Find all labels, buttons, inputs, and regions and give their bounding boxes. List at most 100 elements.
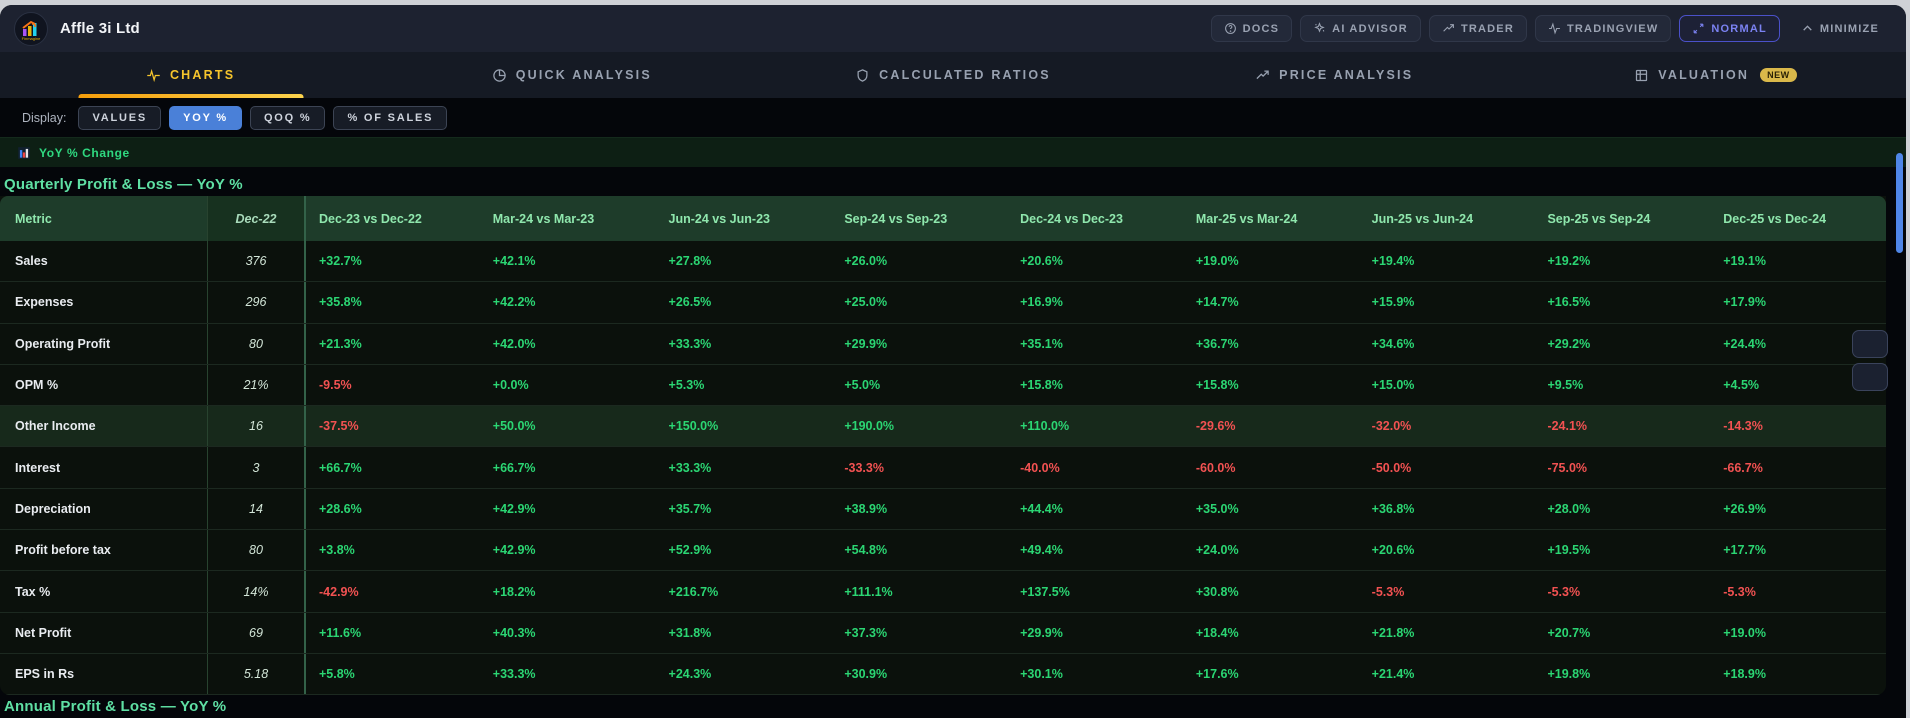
change-cell: +28.0%: [1547, 501, 1591, 516]
display-option-pct-of-sales[interactable]: % OF SALES: [333, 105, 448, 130]
table-row[interactable]: Interest 3 +66.7% +66.7% +33.3% -33.3% -40.0% -…: [0, 447, 1886, 489]
metric-cell: OPM %: [15, 378, 59, 393]
header-actions: DOCS AI ADVISOR TRADER TRADINGVIEW NORMA…: [1210, 15, 1892, 42]
table-row[interactable]: EPS in Rs 5.18 +5.8% +33.3% +24.3% +30.9% +30.…: [0, 653, 1886, 696]
change-cell: +42.9%: [492, 543, 536, 558]
change-cell: +29.9%: [844, 336, 888, 351]
display-option-values[interactable]: VALUES: [78, 105, 162, 130]
table-row[interactable]: Other Income 16 -37.5% +50.0% +150.0% +190.0%…: [0, 406, 1886, 448]
change-cell: -66.7%: [1723, 460, 1763, 475]
vertical-scrollbar-thumb[interactable]: [1896, 153, 1903, 253]
change-cell: +19.2%: [1547, 254, 1591, 269]
change-cell: +36.7%: [1195, 336, 1239, 351]
side-panel-button-1[interactable]: [1852, 330, 1888, 358]
column-header: Sep-25 vs Sep-24: [1547, 211, 1651, 226]
base-value-cell: 80: [207, 323, 304, 364]
change-cell: -5.3%: [1547, 584, 1581, 599]
trader-button[interactable]: TRADER: [1428, 15, 1527, 42]
sparkles-icon: [1314, 22, 1325, 33]
change-cell: -9.5%: [304, 364, 480, 406]
change-cell: +150.0%: [668, 419, 719, 434]
change-cell: +16.5%: [1547, 295, 1591, 310]
quarterly-section-title: Quarterly Profit & Loss — YoY %: [0, 167, 1906, 196]
change-cell: +31.8%: [668, 625, 712, 640]
activity-icon: [1549, 22, 1560, 35]
change-cell: +33.3%: [492, 667, 536, 682]
change-cell: +190.0%: [844, 419, 895, 434]
change-cell: -5.3%: [1371, 584, 1405, 599]
metric-cell: Profit before tax: [15, 543, 111, 558]
table-row[interactable]: OPM % 21% -9.5% +0.0% +5.3% +5.0% +15.8% +15.8%…: [0, 364, 1886, 407]
minimize-button[interactable]: MINIMIZE: [1788, 15, 1892, 42]
tab-valuation[interactable]: VALUATION NEW: [1525, 52, 1906, 98]
change-cell: +26.5%: [668, 295, 712, 310]
change-cell: +50.0%: [492, 419, 536, 434]
change-cell: +26.0%: [844, 254, 888, 269]
metric-cell: Operating Profit: [15, 336, 111, 351]
change-cell: +28.6%: [304, 488, 480, 530]
legend-band: YoY % Change: [0, 137, 1906, 167]
change-cell: +35.8%: [304, 282, 480, 323]
bar-chart-icon: [18, 146, 30, 159]
column-header: Dec-23 vs Dec-22: [304, 196, 480, 241]
table-row[interactable]: Sales 376 +32.7% +42.1% +27.8% +26.0% +20.6% +1…: [0, 241, 1886, 283]
svg-text:Finmagine: Finmagine: [22, 36, 41, 41]
shield-icon: [857, 68, 868, 82]
base-value-cell: 80: [207, 530, 304, 571]
table-row[interactable]: Operating Profit 80 +21.3% +42.0% +33.3% +29.…: [0, 323, 1886, 365]
table-row[interactable]: Profit before tax 80 +3.8% +42.9% +52.9% +54.…: [0, 530, 1886, 572]
tab-charts[interactable]: CHARTS: [0, 52, 381, 98]
side-panel-button-2[interactable]: [1852, 363, 1888, 391]
metric-cell: Expenses: [15, 295, 74, 310]
tab-calculated-ratios[interactable]: CALCULATED RATIOS: [762, 52, 1143, 98]
display-option-qoq[interactable]: QOQ %: [249, 105, 326, 130]
column-header: Dec-24 vs Dec-23: [1020, 211, 1123, 226]
table-row[interactable]: Net Profit 69 +11.6% +40.3% +31.8% +37.3% +29.…: [0, 612, 1886, 654]
change-cell: +24.4%: [1723, 336, 1766, 351]
change-cell: +24.3%: [668, 667, 712, 682]
tradingview-button[interactable]: TRADINGVIEW: [1534, 15, 1672, 42]
table-row[interactable]: Depreciation 14 +28.6% +42.9% +35.7% +38.9% +4…: [0, 488, 1886, 531]
chevron-up-icon: [1803, 25, 1812, 31]
tab-bar: CHARTS QUICK ANALYSIS CALCULATED RATIOS …: [0, 52, 1906, 98]
change-cell: -24.1%: [1547, 419, 1588, 434]
change-cell: +19.0%: [1195, 254, 1239, 269]
metric-cell: Depreciation: [15, 501, 91, 516]
change-cell: -75.0%: [1547, 460, 1588, 475]
change-cell: +36.8%: [1371, 501, 1415, 516]
pie-chart-icon: [492, 68, 506, 82]
company-title: Affle 3i Ltd: [60, 20, 140, 37]
base-value-cell: 14: [207, 488, 304, 530]
change-cell: +5.8%: [304, 653, 480, 695]
change-cell: +15.9%: [1371, 295, 1415, 310]
tab-price-analysis[interactable]: PRICE ANALYSIS: [1144, 52, 1525, 98]
change-cell: +111.1%: [844, 584, 893, 599]
help-circle-icon: [1224, 23, 1236, 34]
change-cell: -37.5%: [304, 406, 480, 447]
column-header: Jun-25 vs Jun-24: [1371, 211, 1474, 226]
change-cell: +42.9%: [492, 501, 536, 516]
trending-up-icon: [1256, 70, 1269, 79]
table-row[interactable]: Expenses 296 +35.8% +42.2% +26.5% +25.0% +16.9…: [0, 282, 1886, 324]
ai-advisor-button[interactable]: AI ADVISOR: [1300, 15, 1421, 42]
display-option-yoy[interactable]: YOY %: [169, 105, 242, 130]
change-cell: +14.7%: [1195, 295, 1239, 310]
change-cell: +18.2%: [492, 584, 536, 599]
change-cell: +0.0%: [492, 378, 529, 393]
table-grid-icon: [1636, 69, 1648, 81]
tab-quick-analysis[interactable]: QUICK ANALYSIS: [381, 52, 762, 98]
change-cell: +19.8%: [1547, 667, 1591, 682]
docs-button[interactable]: DOCS: [1210, 15, 1293, 42]
change-cell: +17.7%: [1723, 543, 1766, 558]
change-cell: +66.7%: [492, 460, 536, 475]
column-header-metric: Metric: [15, 211, 52, 226]
change-cell: +11.6%: [304, 612, 480, 653]
normal-mode-button[interactable]: NORMAL: [1679, 15, 1780, 42]
table-row[interactable]: Tax % 14% -42.9% +18.2% +216.7% +111.1% +137.5…: [0, 571, 1886, 613]
change-cell: -14.3%: [1723, 419, 1763, 434]
column-header: Dec-25 vs Dec-24: [1723, 211, 1827, 226]
change-cell: +29.9%: [1020, 625, 1063, 640]
change-cell: +9.5%: [1547, 378, 1584, 393]
metric-cell: Other Income: [15, 419, 96, 434]
app-panel: Finmagine Affle 3i Ltd DOCS AI ADVISOR T…: [0, 5, 1906, 718]
